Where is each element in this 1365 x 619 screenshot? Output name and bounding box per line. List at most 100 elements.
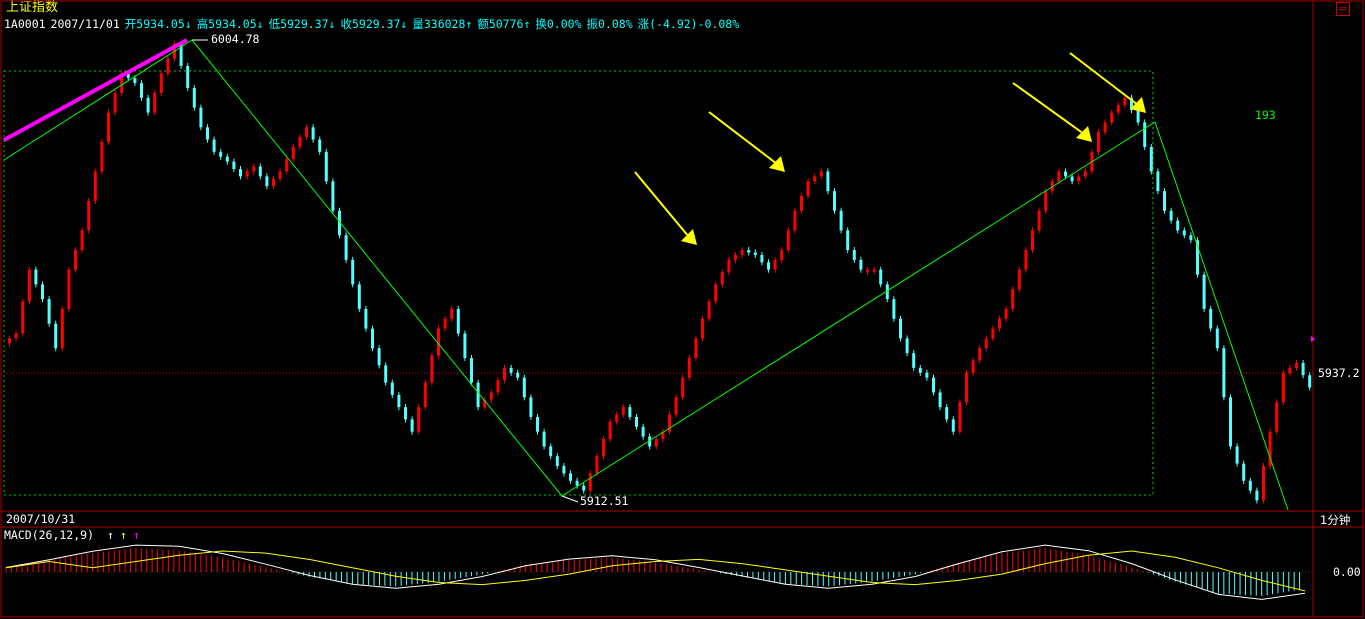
arrow-head-icon — [769, 156, 785, 172]
amplitude: 振0.08% — [586, 17, 633, 31]
candle-body — [410, 419, 414, 432]
candle-body — [140, 83, 143, 98]
low-price: 低5929.37↓ — [268, 17, 336, 31]
candle-body — [562, 466, 566, 474]
candle-body — [331, 181, 335, 211]
candle-body — [258, 166, 262, 177]
candle-body — [225, 156, 229, 162]
candle-body — [1308, 375, 1312, 388]
candle-body — [206, 127, 209, 140]
candle-body — [384, 365, 388, 383]
candle-body — [100, 142, 104, 172]
candle-body — [958, 402, 962, 432]
candle-body — [793, 210, 797, 231]
macd-dif-line — [5, 544, 1306, 600]
candle-body — [133, 78, 137, 84]
candle-body — [912, 353, 916, 368]
restore-icon[interactable]: ▭ — [1336, 2, 1350, 16]
downtrend-line — [191, 39, 563, 497]
candle-body — [1143, 122, 1147, 147]
candle-body — [21, 301, 25, 334]
candle-body — [60, 308, 64, 349]
macd-zero-label: 0.00 — [1333, 565, 1361, 579]
candle-body — [925, 372, 929, 378]
candle-body — [397, 394, 401, 408]
quote-info-bar: 1A0001 2007/11/01 开5934.05↓ 高5934.05↓ 低5929.… — [4, 16, 744, 32]
candle-body — [1209, 308, 1213, 329]
candle-body — [595, 456, 599, 474]
candle-body — [41, 284, 44, 300]
candle-body — [575, 480, 579, 486]
close-price: 收5929.37↓ — [340, 17, 408, 31]
candle-body — [371, 328, 374, 349]
candle-body — [1149, 146, 1153, 172]
candle-body — [483, 399, 487, 408]
candle-body — [549, 446, 553, 457]
candle-body — [819, 171, 823, 177]
candle-body — [1281, 372, 1285, 403]
candle-body — [8, 338, 11, 344]
candle-body — [641, 426, 645, 437]
candle-body — [166, 58, 170, 74]
high-label: 6004.78 — [211, 32, 260, 46]
candle-body — [1011, 289, 1015, 309]
candle-body — [932, 377, 935, 393]
candle-body — [687, 358, 691, 378]
candle-body — [839, 210, 843, 231]
uptrend-line — [561, 121, 1156, 497]
candle-body — [1169, 210, 1173, 221]
candle-body — [522, 377, 526, 398]
candle-body — [377, 348, 381, 366]
candle-body — [503, 367, 506, 381]
candle-body — [298, 137, 302, 147]
candle-body — [918, 367, 922, 373]
candle-body — [126, 73, 130, 79]
candle-body — [1070, 176, 1074, 182]
candle-body — [879, 269, 883, 285]
candle-body — [159, 73, 163, 93]
candle-body — [437, 328, 440, 356]
candle-body — [727, 259, 731, 273]
candle-body — [885, 284, 889, 300]
candle-body — [305, 127, 308, 138]
candle-body — [199, 107, 203, 128]
candle-body — [430, 355, 434, 383]
candle-body — [1288, 367, 1292, 373]
price-change: 涨(-4.92)-0.08% — [637, 17, 740, 31]
candle-body — [463, 333, 467, 359]
candle-body — [707, 301, 711, 319]
candle-body — [866, 269, 869, 272]
candle-body — [714, 284, 718, 302]
candle-body — [1031, 230, 1034, 251]
index-title: 上证指数 — [6, 0, 59, 15]
candle-body — [107, 112, 110, 143]
candle-body — [872, 269, 876, 272]
arrow-head-icon — [1076, 126, 1092, 142]
candle-body — [1255, 490, 1259, 501]
candle-body — [1103, 122, 1107, 133]
price-axis-label: 5937.2 — [1318, 366, 1360, 380]
candle-body — [635, 416, 638, 427]
candle-body — [390, 382, 394, 395]
candle-body — [648, 436, 652, 447]
candle-body — [509, 367, 513, 373]
candle-body — [971, 360, 975, 373]
candle-body — [661, 431, 665, 440]
candle-body — [423, 382, 427, 408]
pink-trendline — [3, 38, 188, 142]
candle-body — [252, 166, 256, 172]
candle-body — [1275, 402, 1279, 432]
timeframe-label: 1分钟 — [1320, 513, 1350, 527]
macd-dea-line — [5, 550, 1306, 592]
arrow-shaft — [634, 171, 690, 238]
open-price: 开5934.05↓ — [124, 17, 192, 31]
macd-arrow-white-icon: ↑ — [107, 528, 114, 542]
candle-body — [628, 407, 632, 417]
candle-body — [1004, 308, 1008, 319]
candle-body — [146, 97, 150, 113]
low-label: 5912.51 — [580, 494, 629, 508]
candle-body — [1262, 466, 1265, 501]
candle-body — [364, 308, 368, 329]
candle-body — [516, 372, 520, 378]
